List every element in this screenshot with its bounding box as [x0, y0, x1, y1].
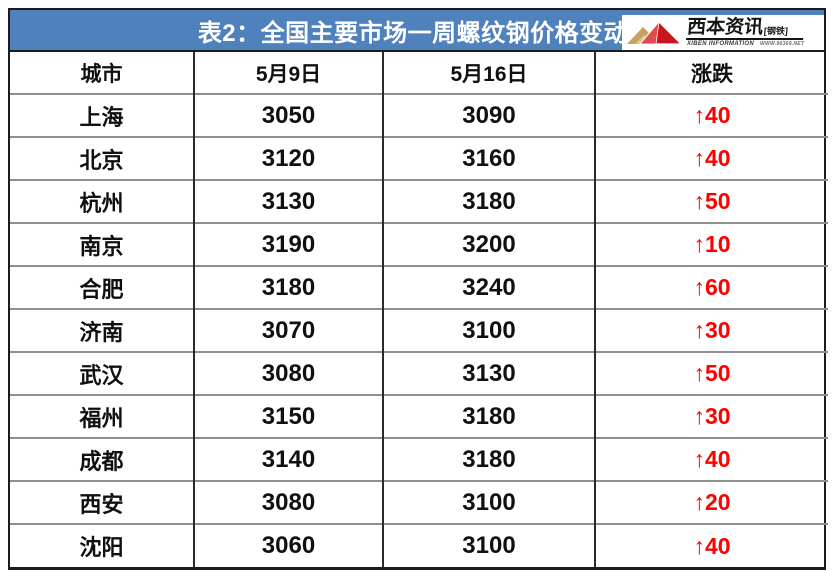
col-header-change: 涨跌 [594, 52, 828, 94]
cell-date2: 3180 [382, 180, 595, 223]
cell-change: ↑40 [594, 94, 828, 137]
logo-subtitle-row: XIBEN INFORMATION WWW.96369.NET [687, 41, 804, 47]
logo-website: WWW.96369.NET [760, 41, 805, 47]
table-row: 西安 3080 3100 ↑20 [10, 481, 828, 524]
table-title-bar: 表2：全国主要市场一周螺纹钢价格变动 西本资讯 [钢铁] XIBEN INFOR… [10, 10, 824, 52]
cell-city: 福州 [79, 405, 124, 431]
cell-date1: 3070 [193, 309, 383, 352]
cell-date2: 3200 [382, 223, 595, 266]
cell-date2: 3100 [382, 524, 595, 567]
cell-date1: 3080 [193, 352, 383, 395]
cell-change: ↑60 [594, 266, 828, 309]
cell-city: 西安 [79, 491, 124, 517]
cell-change: ↑40 [594, 524, 828, 567]
cell-date2: 3180 [382, 438, 595, 481]
cell-city: 南京 [79, 233, 124, 259]
logo-wordmark: 西本资讯 [钢铁] [686, 17, 806, 40]
cell-city: 上海 [79, 104, 124, 130]
cell-change: ↑30 [594, 309, 828, 352]
table-row: 上海 3050 3090 ↑40 [10, 94, 828, 137]
cell-city: 成都 [79, 448, 124, 474]
cell-date2: 3100 [382, 309, 595, 352]
logo-name-en: XIBEN INFORMATION [687, 41, 754, 47]
cell-date1: 3150 [193, 395, 383, 438]
rebar-price-table: 城市 5月9日 5月16日 涨跌 上海 3050 3090 ↑40 北京 312… [10, 52, 828, 567]
cell-change: ↑50 [594, 352, 828, 395]
cell-date2: 3180 [382, 395, 595, 438]
cell-date2: 3240 [382, 266, 595, 309]
table-row: 沈阳 3060 3100 ↑40 [10, 524, 828, 567]
cell-date2: 3090 [382, 94, 595, 137]
cell-date1: 3080 [193, 481, 383, 524]
table-row: 合肥 3180 3240 ↑60 [10, 266, 828, 309]
cell-change: ↑10 [594, 223, 828, 266]
col-header-date2: 5月16日 [382, 52, 595, 94]
cell-change: ↑30 [594, 395, 828, 438]
xiben-logo: 西本资讯 [钢铁] XIBEN INFORMATION WWW.96369.NE… [622, 15, 824, 50]
cell-date1: 3140 [193, 438, 383, 481]
cell-change: ↑50 [594, 180, 828, 223]
col-header-date1: 5月9日 [193, 52, 383, 94]
cell-date1: 3060 [193, 524, 383, 567]
col-header-city: 城市 [80, 62, 123, 86]
header-row: 城市 5月9日 5月16日 涨跌 [10, 52, 828, 94]
price-table-panel: 表2：全国主要市场一周螺纹钢价格变动 西本资讯 [钢铁] XIBEN INFOR… [8, 8, 828, 570]
cell-change: ↑20 [594, 481, 828, 524]
cell-date1: 3130 [193, 180, 383, 223]
table-title: 表2：全国主要市场一周螺纹钢价格变动 [197, 19, 629, 47]
logo-text-block: 西本资讯 [钢铁] XIBEN INFORMATION WWW.96369.NE… [686, 17, 806, 47]
cell-date2: 3100 [382, 481, 595, 524]
cell-date2: 3130 [382, 352, 595, 395]
table-row: 北京 3120 3160 ↑40 [10, 137, 828, 180]
cell-date1: 3050 [193, 94, 383, 137]
cell-change: ↑40 [594, 137, 828, 180]
cell-date1: 3180 [193, 266, 383, 309]
cell-date1: 3120 [193, 137, 383, 180]
cell-city: 杭州 [79, 190, 124, 216]
table-row: 成都 3140 3180 ↑40 [10, 438, 828, 481]
table-row: 济南 3070 3100 ↑30 [10, 309, 828, 352]
cell-city: 武汉 [79, 362, 124, 388]
cell-change: ↑40 [594, 438, 828, 481]
table-row: 武汉 3080 3130 ↑50 [10, 352, 828, 395]
mountain-logo-icon [627, 20, 683, 45]
logo-steel-tag: [钢铁] [763, 26, 789, 37]
cell-city: 北京 [79, 147, 124, 173]
cell-city: 合肥 [79, 276, 124, 302]
logo-name-cn: 西本资讯 [686, 17, 765, 38]
cell-date1: 3190 [193, 223, 383, 266]
table-row: 福州 3150 3180 ↑30 [10, 395, 828, 438]
cell-city: 济南 [79, 319, 124, 345]
cell-city: 沈阳 [79, 535, 124, 560]
cell-date2: 3160 [382, 137, 595, 180]
table-row: 杭州 3130 3180 ↑50 [10, 180, 828, 223]
table-row: 南京 3190 3200 ↑10 [10, 223, 828, 266]
